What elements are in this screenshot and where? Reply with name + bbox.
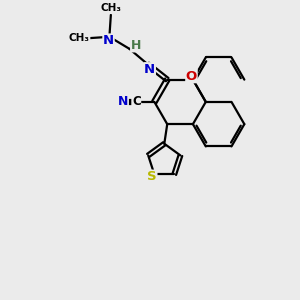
Text: H: H	[131, 39, 141, 52]
Text: N: N	[103, 34, 114, 47]
Text: S: S	[147, 170, 157, 183]
Text: C: C	[132, 95, 141, 108]
Text: N: N	[144, 63, 155, 76]
Text: CH₃: CH₃	[100, 4, 122, 14]
Text: O: O	[186, 70, 197, 83]
Text: N: N	[118, 95, 128, 108]
Text: CH₃: CH₃	[69, 33, 90, 43]
